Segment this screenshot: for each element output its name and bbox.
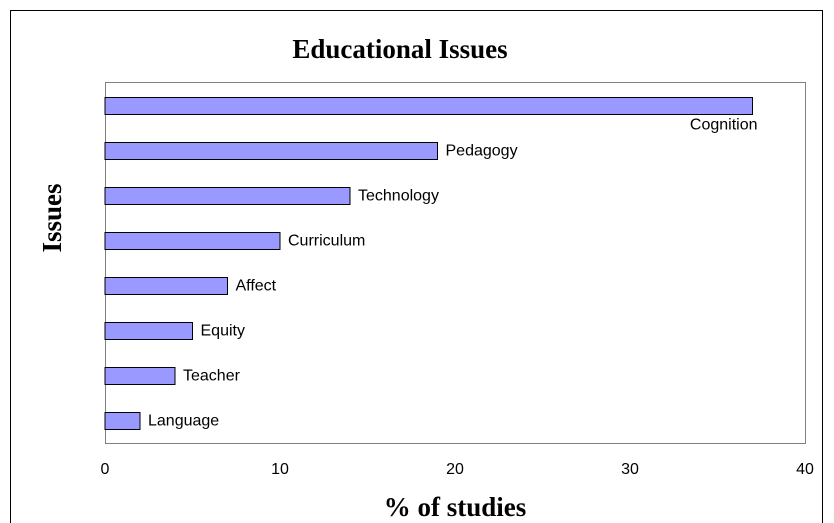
bar [104, 142, 438, 160]
x-axis-label: % of studies [384, 492, 527, 522]
x-tick-label: 10 [271, 461, 289, 478]
bar [104, 277, 228, 295]
category-label: Language [148, 413, 219, 430]
category-label: Affect [236, 278, 277, 295]
bar [104, 412, 141, 430]
chart-frame [10, 10, 823, 523]
bar [104, 367, 176, 385]
bar [104, 187, 351, 205]
x-tick-label: 40 [796, 461, 814, 478]
bar [104, 97, 753, 115]
y-axis-label: Issues [37, 183, 67, 252]
x-tick-label: 30 [621, 461, 639, 478]
category-label: Equity [201, 323, 245, 340]
category-label: Pedagogy [446, 143, 518, 160]
category-label: Teacher [183, 368, 241, 385]
x-tick-label: 20 [446, 461, 464, 478]
category-label: Cognition [690, 117, 758, 134]
category-label: Technology [358, 188, 439, 205]
bar [104, 232, 281, 250]
category-label: Curriculum [288, 233, 365, 250]
plot-area [105, 82, 806, 444]
x-tick-label: 0 [101, 461, 110, 478]
chart-title: Educational Issues [292, 34, 507, 64]
bar [104, 322, 193, 340]
